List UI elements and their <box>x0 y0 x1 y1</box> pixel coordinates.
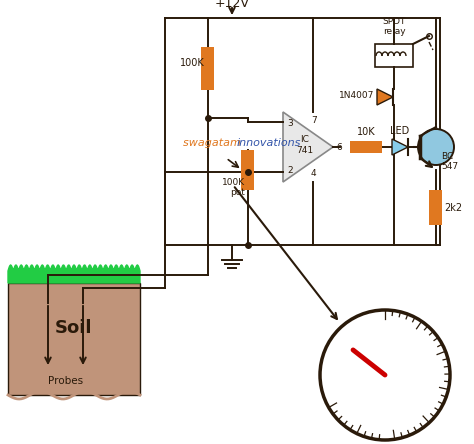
Circle shape <box>418 129 454 165</box>
Bar <box>375 44 413 67</box>
Text: 6: 6 <box>336 143 342 151</box>
Text: 10K: 10K <box>357 127 375 137</box>
Bar <box>429 190 443 225</box>
Text: 4: 4 <box>311 169 317 178</box>
Bar <box>201 47 215 90</box>
FancyBboxPatch shape <box>8 283 140 395</box>
Text: 2k2: 2k2 <box>444 202 462 213</box>
Text: 3: 3 <box>287 119 293 128</box>
Text: 2: 2 <box>287 166 292 175</box>
Text: 7: 7 <box>311 116 317 125</box>
Text: swagatam: swagatam <box>183 138 245 148</box>
Circle shape <box>320 310 450 440</box>
Text: 100K
pot: 100K pot <box>222 178 245 198</box>
Polygon shape <box>392 139 408 155</box>
Text: Probes: Probes <box>48 376 83 386</box>
Text: IC
741: IC 741 <box>296 135 314 155</box>
Bar <box>350 141 382 153</box>
Text: innovations: innovations <box>237 138 301 148</box>
Polygon shape <box>283 112 333 182</box>
Polygon shape <box>8 265 140 283</box>
Text: LED: LED <box>391 126 410 136</box>
Text: BC
547: BC 547 <box>441 152 458 171</box>
Text: +12V: +12V <box>215 0 249 10</box>
Polygon shape <box>377 89 393 105</box>
Text: Soil: Soil <box>55 319 93 337</box>
Text: 100K: 100K <box>180 59 205 68</box>
Bar <box>241 150 255 190</box>
Text: SPDT
relay: SPDT relay <box>383 16 406 36</box>
Text: 1N4007: 1N4007 <box>338 91 374 99</box>
